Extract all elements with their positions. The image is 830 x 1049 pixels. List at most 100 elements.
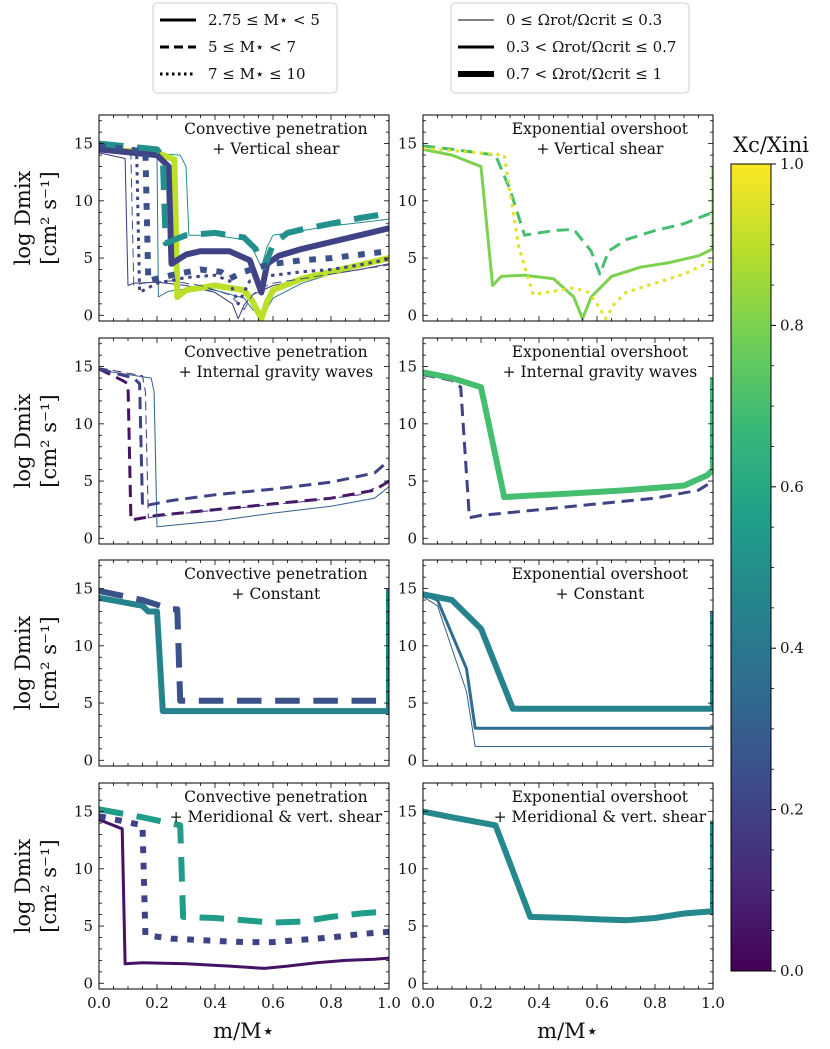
y-tick-label: 5 bbox=[83, 472, 93, 490]
x-tick-label: 0.6 bbox=[585, 994, 609, 1012]
panel-annotation-line2: + Vertical shear bbox=[536, 140, 664, 158]
y-tick-label: 0 bbox=[407, 974, 417, 992]
series-line-dotted-medium bbox=[99, 146, 389, 306]
ylabel-row3-line2: [cm² s⁻¹] bbox=[37, 616, 61, 709]
x-tick-label: 0.6 bbox=[261, 994, 285, 1012]
y-tick-label: 5 bbox=[407, 694, 417, 712]
panel-annotation-line2: + Meridional & vert. shear bbox=[170, 808, 383, 826]
legend-rotation-frame bbox=[450, 2, 690, 94]
panel-r3-c1: 0 5 10 15 Convective penetration + Constant bbox=[74, 559, 390, 769]
panel-series-group bbox=[99, 806, 389, 970]
series-line-dashed-thin bbox=[99, 367, 389, 519]
series-line-dotted-thick bbox=[99, 142, 389, 284]
panel-annotation-line1: Convective penetration bbox=[184, 120, 367, 138]
series-line-solid-thick bbox=[99, 146, 389, 321]
y-tick-label: 15 bbox=[398, 358, 417, 376]
y-tick-label: 10 bbox=[398, 637, 417, 655]
x-tick-label: 0.4 bbox=[203, 994, 227, 1012]
y-tick-label: 15 bbox=[398, 803, 417, 821]
x-tick-label: 0.0 bbox=[87, 994, 111, 1012]
series-line-solid-medium bbox=[423, 147, 713, 321]
y-tick-label: 0 bbox=[83, 306, 93, 324]
y-tick-label: 0 bbox=[83, 751, 93, 769]
panel-r1-c1: 0 5 10 15 Convective penetration + Vertical s… bbox=[74, 114, 390, 324]
y-tick-label: 15 bbox=[74, 803, 93, 821]
panel-ticks: 0 5 10 15 bbox=[398, 338, 714, 547]
series-line-solid-thin bbox=[423, 596, 713, 747]
series-line-solid-thick bbox=[423, 591, 713, 712]
y-tick-label: 0 bbox=[407, 306, 417, 324]
ylabel-row1-line2: [cm² s⁻¹] bbox=[37, 171, 61, 264]
y-tick-label: 5 bbox=[407, 249, 417, 267]
panel-annotation-line2: + Vertical shear bbox=[212, 140, 340, 158]
panel-series-group bbox=[99, 367, 389, 528]
xlabel-right: m/M⋆ bbox=[537, 1019, 599, 1043]
series-line-dashed-thick bbox=[99, 140, 389, 271]
series-line-dotted-medium bbox=[423, 146, 713, 321]
y-tick-label: 10 bbox=[74, 860, 93, 878]
legend-mass-label-3: 7 ≤ M⋆ ≤ 10 bbox=[208, 65, 306, 83]
panels: 0 5 10 15 Convective penetration + Vertical s… bbox=[74, 114, 725, 1012]
ylabel-row3-line1: log Dmix bbox=[11, 615, 35, 710]
ylabel-row4-line2: [cm² s⁻¹] bbox=[37, 839, 61, 932]
series-line-dotted-thick bbox=[99, 813, 389, 946]
panel-ticks: 0 5 10 15 bbox=[74, 115, 390, 324]
legend-rotation-label-3: 0.7 < Ωrot/Ωcrit ≤ 1 bbox=[506, 65, 662, 83]
legend-rotation-label-2: 0.3 < Ωrot/Ωcrit ≤ 0.7 bbox=[506, 38, 676, 56]
panel-series-group bbox=[99, 140, 389, 321]
panel-annotation-line1: Exponential overshoot bbox=[512, 343, 689, 361]
series-line-solid-thick bbox=[99, 588, 389, 715]
y-tick-label: 5 bbox=[407, 472, 417, 490]
panel-annotation-line1: Exponential overshoot bbox=[512, 120, 689, 138]
series-line-dashed-thick bbox=[99, 806, 389, 926]
series-line-dashed-medium bbox=[99, 367, 389, 508]
colorbar-tick-label: 0.0 bbox=[780, 962, 804, 980]
panel-annotation-line1: Exponential overshoot bbox=[512, 565, 689, 583]
xlabel-left: m/M⋆ bbox=[213, 1019, 275, 1043]
legend-mass-label-1: 2.75 ≤ M⋆ < 5 bbox=[208, 11, 320, 29]
y-tick-label: 0 bbox=[407, 751, 417, 769]
ylabel-row2-line1: log Dmix bbox=[11, 393, 35, 488]
panel-annotation-line2: + Internal gravity waves bbox=[179, 363, 374, 381]
x-tick-label: 0.8 bbox=[319, 994, 343, 1012]
legend-rotation-label-1: 0 ≤ Ωrot/Ωcrit ≤ 0.3 bbox=[506, 11, 662, 29]
panel-annotation-line1: Convective penetration bbox=[184, 788, 367, 806]
panel-series-group bbox=[423, 808, 713, 924]
panel-annotation-line2: + Internal gravity waves bbox=[503, 363, 698, 381]
colorbar-bar bbox=[730, 163, 772, 972]
y-axis-labels: log Dmix [cm² s⁻¹] log Dmix [cm² s⁻¹] lo… bbox=[11, 170, 61, 933]
series-line-solid-thick bbox=[99, 146, 389, 296]
colorbar-tick-label: 0.6 bbox=[780, 478, 804, 496]
legend-mass-frame bbox=[152, 2, 338, 94]
panel-ticks: 0 5 10 15 0.0 0.2 0.4 0.6 0.8 1.0 bbox=[74, 783, 401, 1012]
series-line-solid-thin bbox=[99, 148, 389, 268]
colorbar-tick-label: 1.0 bbox=[780, 155, 804, 173]
y-tick-label: 15 bbox=[398, 580, 417, 598]
y-tick-label: 5 bbox=[83, 694, 93, 712]
panel-annotation-line1: Exponential overshoot bbox=[512, 788, 689, 806]
y-tick-label: 15 bbox=[398, 135, 417, 153]
y-tick-label: 5 bbox=[83, 249, 93, 267]
series-line-dashed-medium bbox=[423, 373, 713, 520]
y-tick-label: 10 bbox=[74, 192, 93, 210]
panel-ticks: 0 5 10 15 bbox=[74, 560, 390, 769]
ylabel-row2-line2: [cm² s⁻¹] bbox=[37, 394, 61, 487]
colorbar-ticks: 0.0 0.2 0.4 0.6 0.8 1.0 bbox=[771, 155, 804, 980]
ylabel-row1-line1: log Dmix bbox=[11, 170, 35, 265]
series-line-dashed-medium bbox=[99, 367, 389, 522]
panel-r4-c2: 0 5 10 15 0.0 0.2 0.4 0.6 0.8 1.0 Exponential over… bbox=[398, 782, 725, 1012]
x-tick-label: 0.8 bbox=[643, 994, 667, 1012]
colorbar-tick-label: 0.4 bbox=[780, 639, 804, 657]
panel-r4-c1: 0 5 10 15 0.0 0.2 0.4 0.6 0.8 1.0 Convective penet… bbox=[74, 782, 401, 1012]
panel-ticks: 0 5 10 15 bbox=[74, 338, 390, 547]
y-tick-label: 15 bbox=[74, 580, 93, 598]
y-tick-label: 15 bbox=[74, 358, 93, 376]
x-tick-label: 0.0 bbox=[411, 994, 435, 1012]
y-tick-label: 10 bbox=[74, 637, 93, 655]
x-tick-label: 1.0 bbox=[701, 994, 725, 1012]
panel-series-group bbox=[423, 369, 713, 520]
x-tick-label: 0.2 bbox=[145, 994, 169, 1012]
panel-annotation-line1: Convective penetration bbox=[184, 343, 367, 361]
panel-r2-c2: 0 5 10 15 Exponential overshoot + Internal gr… bbox=[398, 337, 714, 547]
colorbar: Xc/Xini 0.0 0.2 0.4 0.6 0.8 1.0 bbox=[730, 133, 809, 980]
